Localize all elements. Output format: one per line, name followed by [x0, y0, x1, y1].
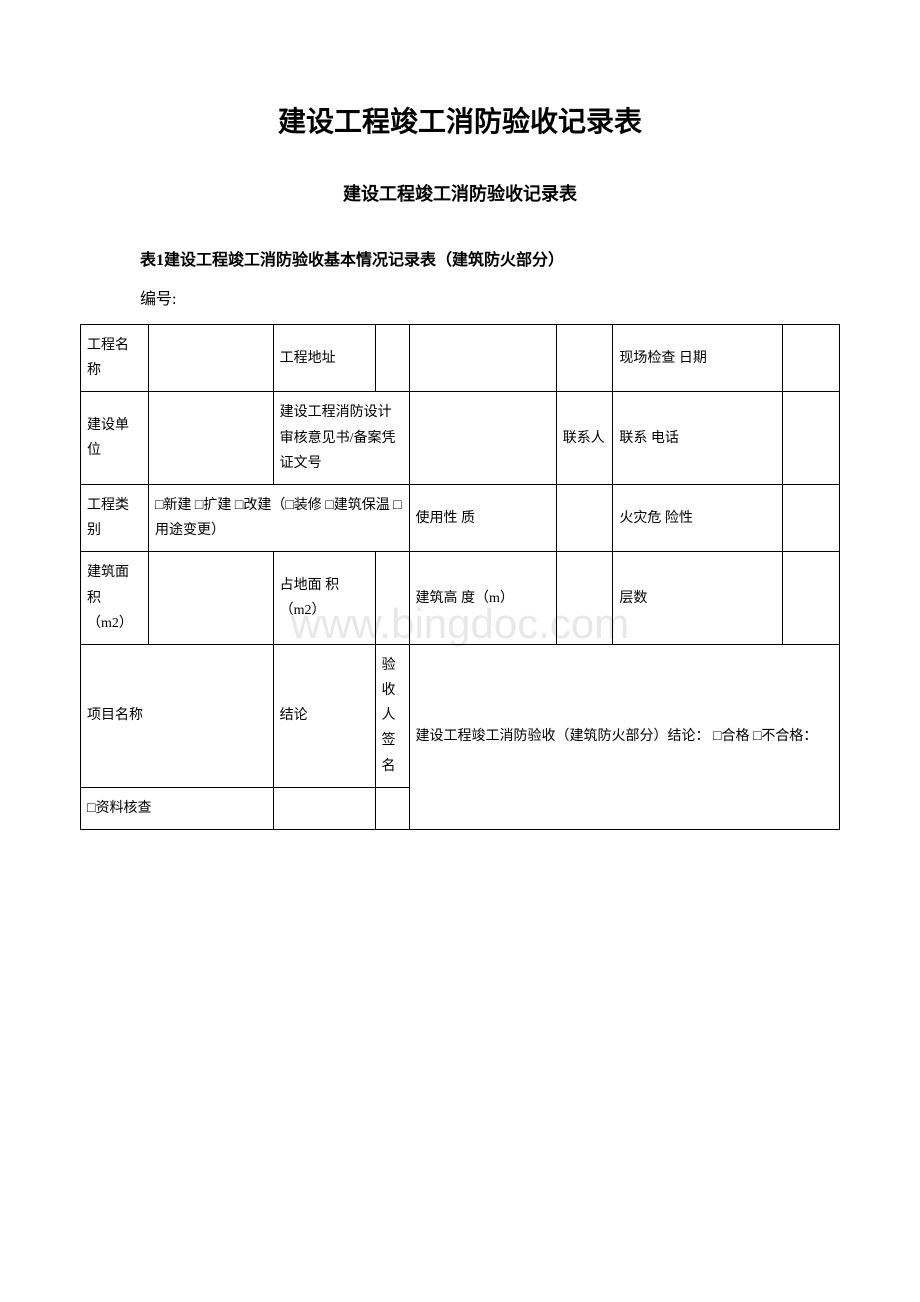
item-name-label: 项目名称 [81, 644, 274, 787]
project-name-label: 工程名称 [81, 325, 149, 392]
document-content: 建设工程竣工消防验收记录表 建设工程竣工消防验收记录表 表1建设工程竣工消防验收… [80, 100, 840, 830]
serial-number-label: 编号: [140, 285, 840, 309]
floor-count-value [783, 552, 840, 645]
floor-count-label: 层数 [613, 552, 783, 645]
building-height-value [556, 552, 613, 645]
usage-nature-label: 使用性 质 [409, 484, 556, 551]
contact-phone-label: 联系 电话 [613, 392, 783, 485]
document-check-conclusion [273, 787, 375, 829]
inspection-date-label: 现场检查 日期 [613, 325, 783, 392]
sub-title: 建设工程竣工消防验收记录表 [80, 180, 840, 206]
contact-person-label: 联系人 [556, 392, 613, 485]
project-category-options: □新建 □扩建 □改建（□装修 □建筑保温 □用途变更） [148, 484, 409, 551]
project-address-value-2 [409, 325, 556, 392]
table-row: 工程名称 工程地址 现场检查 日期 [81, 325, 840, 392]
document-check-signature [375, 787, 409, 829]
spacer-cell [556, 325, 613, 392]
fire-hazard-value [783, 484, 840, 551]
project-category-label: 工程类别 [81, 484, 149, 551]
building-height-label: 建筑高 度（m） [409, 552, 556, 645]
project-address-label: 工程地址 [273, 325, 375, 392]
fire-hazard-label: 火灾危 险性 [613, 484, 783, 551]
table-row: 工程类别 □新建 □扩建 □改建（□装修 □建筑保温 □用途变更） 使用性 质 … [81, 484, 840, 551]
approval-doc-label: 建设工程消防设计审核意见书/备案凭证文号 [273, 392, 409, 485]
contact-phone-value [783, 392, 840, 485]
construction-unit-value [148, 392, 273, 485]
construction-unit-label: 建设单位 [81, 392, 149, 485]
table-row: 项目名称 结论 验收人签名 建设工程竣工消防验收（建筑防火部分）结论： □合格 … [81, 644, 840, 787]
inspection-date-value [783, 325, 840, 392]
usage-nature-value [556, 484, 613, 551]
table-title: 表1建设工程竣工消防验收基本情况记录表（建筑防火部分） [140, 246, 840, 270]
project-address-value [375, 325, 409, 392]
table-row: 建设单位 建设工程消防设计审核意见书/备案凭证文号 联系人 联系 电话 [81, 392, 840, 485]
building-area-label: 建筑面积 （m2） [81, 552, 149, 645]
inspection-form-table: 工程名称 工程地址 现场检查 日期 建设单位 建设工程消防设计审核意见书/备案凭… [80, 324, 840, 830]
land-area-value [375, 552, 409, 645]
land-area-label: 占地面 积（m2） [273, 552, 375, 645]
main-title: 建设工程竣工消防验收记录表 [80, 100, 840, 140]
approval-doc-value [409, 392, 556, 485]
document-check-label: □资料核查 [81, 787, 274, 829]
building-area-value [148, 552, 273, 645]
inspector-signature-label: 验收人签名 [375, 644, 409, 787]
final-conclusion: 建设工程竣工消防验收（建筑防火部分）结论： □合格 □不合格： [409, 644, 839, 829]
conclusion-label: 结论 [273, 644, 375, 787]
project-name-value [148, 325, 273, 392]
table-row: 建筑面积 （m2） 占地面 积（m2） 建筑高 度（m） 层数 [81, 552, 840, 645]
